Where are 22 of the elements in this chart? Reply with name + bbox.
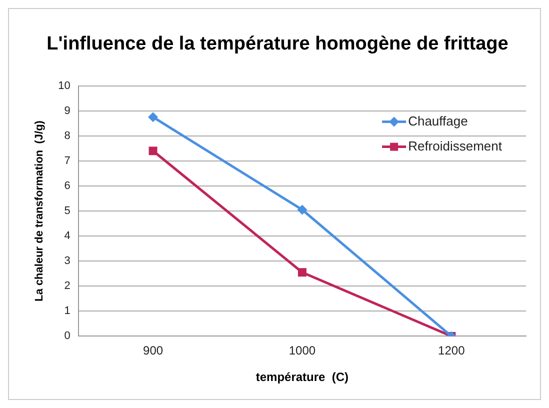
y-tick-label: 2 (64, 280, 70, 292)
x-axis-title: température (C) (256, 370, 349, 384)
x-tick-label: 900 (143, 344, 164, 358)
y-axis-title: La chaleur de transformation (J/g) (34, 120, 46, 302)
y-tick-label: 3 (64, 255, 70, 268)
point (148, 146, 158, 156)
legend-label: Chauffage (408, 113, 468, 128)
y-tick-label: 0 (64, 330, 70, 342)
x-tick-label: 1200 (438, 344, 466, 358)
y-tick-label: 6 (64, 180, 70, 192)
y-tick-label: 5 (64, 205, 70, 218)
y-tick-label: 9 (64, 104, 70, 117)
point (148, 112, 158, 122)
point (297, 204, 308, 215)
y-tick-label: 1 (64, 305, 70, 318)
y-tick-label: 8 (64, 130, 70, 142)
y-tick-label: 7 (64, 154, 70, 167)
x-tick-label: 1000 (288, 344, 316, 358)
chart-title: L'influence de la température homogène de frittage (46, 34, 508, 55)
y-tick-label: 4 (64, 230, 70, 242)
y-tick-label: 10 (58, 80, 70, 92)
legend-label: Refroidissement (408, 138, 502, 154)
